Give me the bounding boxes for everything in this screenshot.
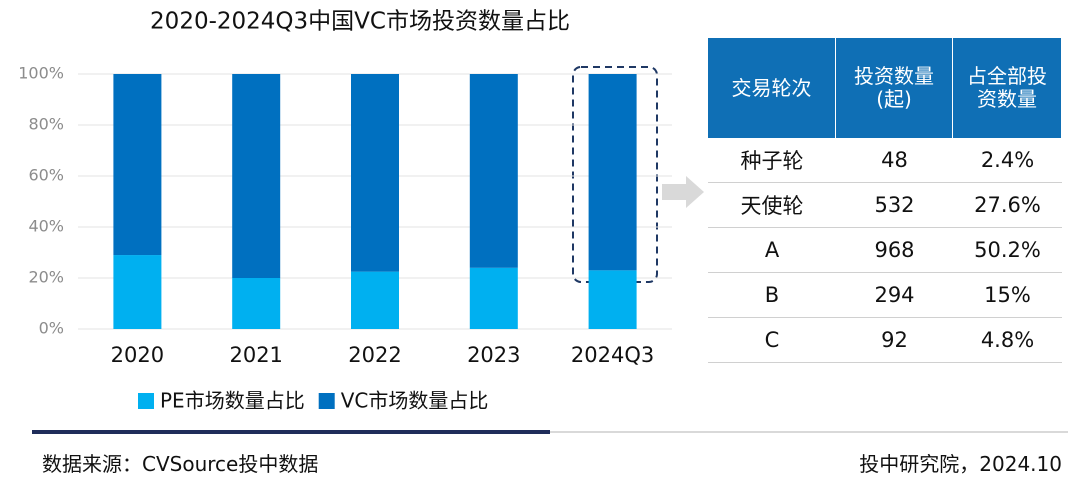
x-tick-label: 2023 bbox=[467, 343, 520, 367]
legend-label: VC市场数量占比 bbox=[341, 389, 489, 413]
table-cell: 天使轮 bbox=[708, 183, 836, 228]
y-tick-label: 60% bbox=[28, 166, 64, 185]
source: 数据来源：CVSource投中数据 bbox=[42, 452, 319, 476]
table-cell: 48 bbox=[836, 138, 953, 183]
bar-segment bbox=[232, 74, 281, 278]
chart-title: 2020-2024Q3中国VC市场投资数量占比 bbox=[150, 9, 570, 35]
table-header: 交易轮次 bbox=[708, 38, 836, 138]
table-cell: 968 bbox=[836, 228, 953, 273]
x-tick-label: 2021 bbox=[229, 343, 282, 367]
credit: 投中研究院，2024.10 bbox=[859, 452, 1062, 476]
table-header: 占全部投 资数量 bbox=[953, 38, 1062, 138]
bar-segment bbox=[588, 74, 637, 271]
table-cell: 种子轮 bbox=[708, 138, 836, 183]
x-tick-label: 2020 bbox=[111, 343, 164, 367]
x-tick-label: 2022 bbox=[348, 343, 401, 367]
y-tick-label: 0% bbox=[39, 319, 64, 338]
table-cell: A bbox=[708, 228, 836, 273]
bar-segment bbox=[469, 267, 518, 329]
table-header: 投资数量 (起) bbox=[836, 38, 953, 138]
x-tick-label: 2024Q3 bbox=[571, 343, 654, 367]
legend-swatch bbox=[138, 393, 154, 409]
bar-segment bbox=[351, 271, 399, 329]
footer-rule bbox=[550, 431, 1068, 433]
y-tick-label: 80% bbox=[28, 115, 64, 134]
table-cell: 2.4% bbox=[953, 138, 1062, 183]
y-tick-label: 100% bbox=[18, 64, 64, 83]
table-cell: B bbox=[708, 273, 836, 318]
bar-segment bbox=[351, 74, 399, 272]
bar-segment bbox=[113, 74, 162, 256]
bar-segment bbox=[113, 255, 162, 329]
table: 交易轮次 投资数量 (起) 占全部投 资数量种子轮 48 2.4% 天使轮 532 27.6%… bbox=[708, 38, 1062, 363]
table-cell: 532 bbox=[836, 183, 953, 228]
bar-segment bbox=[232, 278, 281, 329]
table-cell: 50.2% bbox=[953, 228, 1062, 273]
y-tick-label: 40% bbox=[28, 217, 64, 236]
table-cell: 4.8% bbox=[953, 318, 1062, 363]
table-cell: 294 bbox=[836, 273, 953, 318]
footer-rule bbox=[32, 430, 550, 434]
table-cell: C bbox=[708, 318, 836, 363]
bar-segment bbox=[588, 270, 637, 329]
y-tick-label: 20% bbox=[28, 268, 64, 287]
legend-swatch bbox=[318, 393, 335, 409]
table-cell: 27.6% bbox=[953, 183, 1062, 228]
arrow bbox=[662, 176, 704, 208]
legend-label: PE市场数量占比 bbox=[160, 389, 305, 413]
table-cell: 15% bbox=[953, 273, 1062, 318]
table-cell: 92 bbox=[836, 318, 953, 363]
bar-segment bbox=[469, 74, 518, 268]
